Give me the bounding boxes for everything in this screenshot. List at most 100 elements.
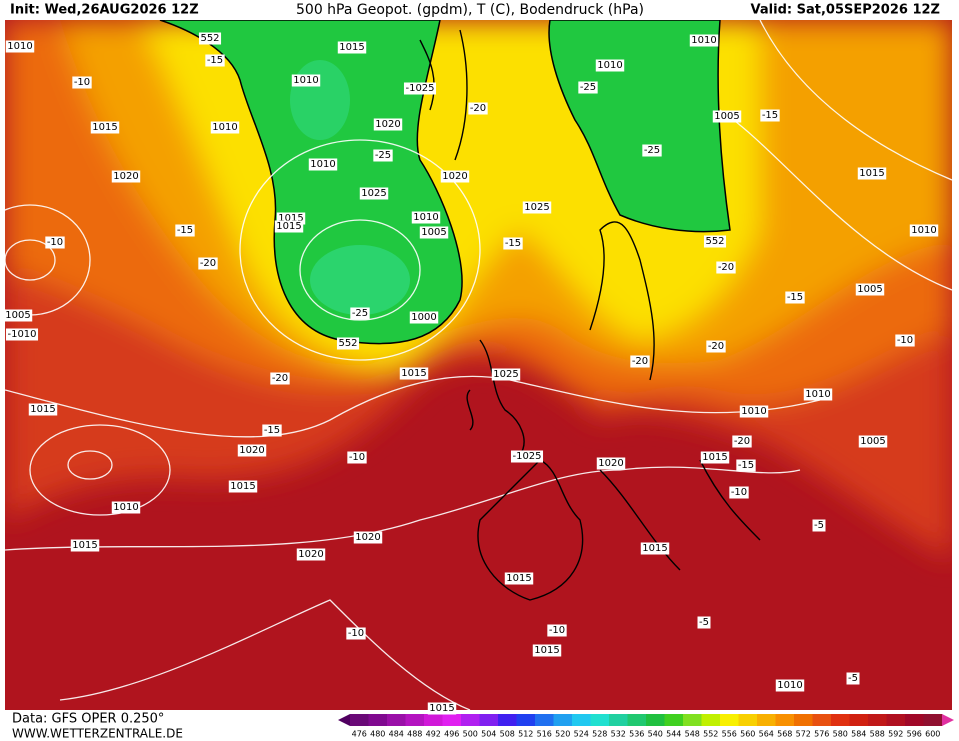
- contour-label: 1000: [411, 312, 436, 323]
- colorbar-cell: [516, 714, 536, 726]
- colorbar-label: 544: [666, 730, 681, 739]
- contour-label-box: [237, 444, 267, 457]
- contour-label-box: [28, 403, 58, 416]
- contour-label-box: [111, 170, 141, 183]
- contour-label-box: [712, 110, 742, 123]
- colorbar-cell: [498, 714, 517, 726]
- contour-label: -5: [848, 673, 858, 684]
- contour-label: -20: [470, 103, 486, 114]
- contour-label-box: [547, 624, 567, 637]
- contour-label-box: [504, 572, 534, 585]
- contour-label: 1015: [72, 540, 97, 551]
- colorbar-cell: [646, 714, 665, 726]
- contour-label: 1005: [421, 227, 446, 238]
- colorbar-cell: [849, 714, 869, 726]
- contour-label: -1010: [7, 329, 36, 340]
- colorbar-cell: [424, 714, 443, 726]
- colorbar-label: 580: [833, 730, 848, 739]
- contour-label: 552: [200, 33, 219, 44]
- contour-label-box: [739, 405, 769, 418]
- map: [5, 20, 952, 710]
- contour-label: -10: [47, 237, 63, 248]
- colorbar-label: 476: [352, 730, 367, 739]
- contour-label-box: [337, 41, 367, 54]
- colorbar-cell: [738, 714, 758, 726]
- contour-label-box: [760, 109, 780, 122]
- contour-label: 1015: [278, 213, 303, 224]
- colorbar-label: 564: [759, 730, 774, 739]
- contour-label: -10: [897, 335, 913, 346]
- contour-label-box: [491, 368, 521, 381]
- contour-label-box: [350, 307, 370, 320]
- colorbar-cell: [442, 714, 462, 726]
- colorbar-label: 576: [814, 730, 829, 739]
- contour-label-box: [697, 616, 711, 629]
- colorbar-label: 520: [555, 730, 570, 739]
- colorbar-cell: [683, 714, 702, 726]
- contour-label: -5: [699, 617, 709, 628]
- colorbar-label: 508: [500, 730, 515, 739]
- contour-label: -10: [74, 77, 90, 88]
- contour-label: 1020: [375, 119, 400, 130]
- contour-label: -25: [352, 308, 368, 319]
- colorbar: 476 480 484 488 492 496 500 504 508 512 516 520 524 5…: [338, 714, 954, 739]
- contour-label: 1015: [230, 481, 255, 492]
- colorbar-cell: [405, 714, 425, 726]
- colorbar-cell: [590, 714, 610, 726]
- colorbar-arrow: [942, 714, 954, 726]
- colorbar-label: 540: [648, 730, 663, 739]
- contour-label-box: [468, 102, 488, 115]
- colorbar-label: 560: [740, 730, 755, 739]
- contour-label-box: [595, 59, 625, 72]
- colorbar-cell: [923, 714, 943, 726]
- contour-label: -10: [349, 452, 365, 463]
- contour-label-box: [347, 451, 367, 464]
- contour-label: 1005: [860, 436, 885, 447]
- colorbar-cell: [572, 714, 591, 726]
- contour-label: 1010: [310, 159, 335, 170]
- colorbar-cell: [479, 714, 499, 726]
- contour-label-box: [45, 236, 65, 249]
- contour-label-box: [700, 451, 730, 464]
- contour-label: 1025: [493, 369, 518, 380]
- contour-label-box: [353, 531, 383, 544]
- contour-label-box: [198, 257, 218, 270]
- contour-label: -15: [177, 225, 193, 236]
- contour-label: -15: [207, 55, 223, 66]
- contour-label: 1010: [741, 406, 766, 417]
- contour-label: -20: [200, 258, 216, 269]
- contour-label-box: [411, 211, 441, 224]
- contour-label: 1010: [113, 502, 138, 513]
- contour-label: -25: [375, 150, 391, 161]
- contour-label: -5: [814, 520, 824, 531]
- contour-label-box: [5, 328, 39, 341]
- contour-label: 1010: [212, 122, 237, 133]
- contour-label-box: [373, 118, 403, 131]
- contour-label: 1020: [355, 532, 380, 543]
- contour-label-box: [895, 334, 915, 347]
- contour-label-box: [510, 450, 544, 463]
- contour-label-box: [775, 679, 805, 692]
- colorbar-cell: [368, 714, 388, 726]
- contour-label-box: [3, 309, 33, 322]
- contour-label: 1005: [5, 310, 30, 321]
- contour-label-box: [732, 435, 752, 448]
- contour-label: 1010: [7, 41, 32, 52]
- contour-label-box: [855, 283, 885, 296]
- colorbar-label: 488: [407, 730, 422, 739]
- colorbar-cell: [905, 714, 924, 726]
- contour-label: 1010: [911, 225, 936, 236]
- colorbar-label: 584: [851, 730, 866, 739]
- contour-label-box: [729, 486, 749, 499]
- colorbar-label: 484: [389, 730, 404, 739]
- colorbar-cell: [794, 714, 813, 726]
- contour-label-box: [90, 121, 120, 134]
- colorbar-label: 504: [481, 730, 496, 739]
- contour-label-box: [296, 548, 326, 561]
- contour-label-box: [359, 187, 389, 200]
- colorbar-label: 572: [796, 730, 811, 739]
- contour-label: -20: [632, 356, 648, 367]
- colorbar-label: 512: [518, 730, 533, 739]
- colorbar-label: 532: [611, 730, 626, 739]
